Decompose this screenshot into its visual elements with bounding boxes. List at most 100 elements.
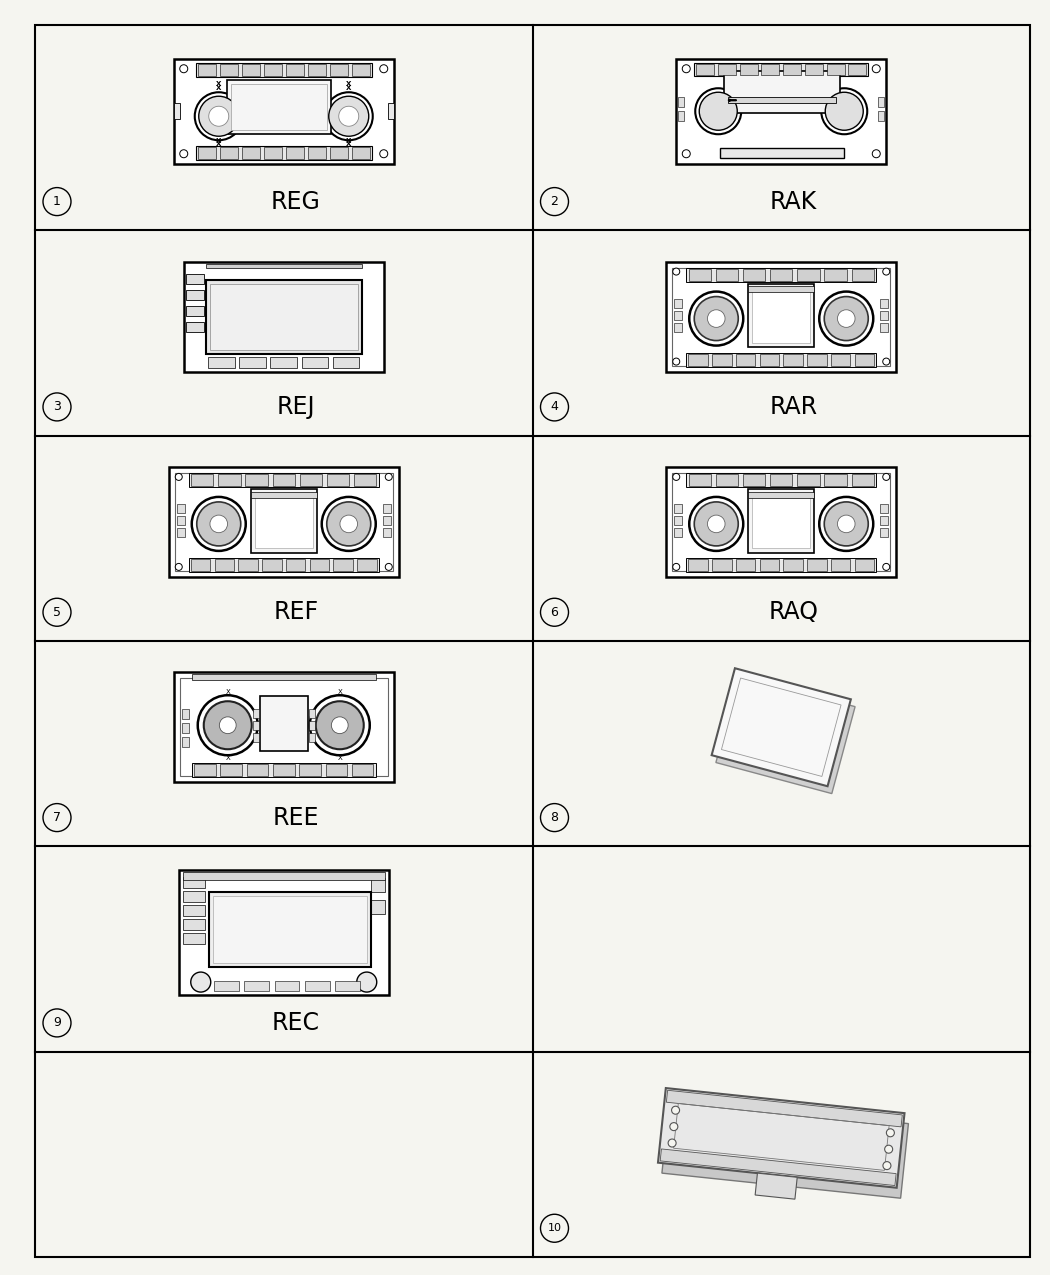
Bar [251,492,317,497]
Bar [218,474,240,486]
Bar [689,353,708,366]
Text: X: X [346,138,352,144]
Bar [712,558,732,571]
Bar [716,474,738,486]
Bar [712,668,851,787]
Bar [182,737,189,747]
Bar [286,558,306,571]
Bar [672,473,890,571]
Text: 9: 9 [54,1016,61,1029]
Bar [724,71,840,113]
Bar [824,474,846,486]
Circle shape [883,268,889,275]
Bar [743,474,765,486]
Bar [176,528,185,537]
Text: 10: 10 [547,1223,562,1233]
Bar [219,64,237,75]
Text: 8: 8 [550,811,559,824]
Bar [309,733,315,742]
Bar [658,1088,904,1188]
Text: REC: REC [272,1011,320,1035]
Bar [687,268,877,282]
Bar [191,474,213,486]
Circle shape [885,1145,892,1153]
Bar [186,321,204,332]
Bar [308,147,326,159]
Bar [667,467,897,576]
Bar [687,353,877,367]
Text: X: X [346,142,352,147]
Circle shape [673,473,679,481]
Text: REF: REF [273,601,318,625]
Bar [878,97,884,107]
Circle shape [340,515,358,533]
Bar [194,764,215,776]
Circle shape [191,972,211,992]
Circle shape [819,292,874,346]
Text: 1: 1 [54,195,61,208]
Bar [173,103,180,120]
Circle shape [682,65,690,73]
Circle shape [197,695,257,755]
Bar [357,558,377,571]
Circle shape [824,502,868,546]
Bar [251,488,317,552]
Bar [309,709,315,718]
Bar [807,353,826,366]
Bar [195,145,372,159]
Circle shape [43,803,71,831]
Bar [301,357,329,367]
Bar [183,877,205,889]
Bar [214,558,234,571]
Circle shape [838,515,855,533]
Bar [176,516,185,525]
Circle shape [883,564,889,570]
Circle shape [357,972,377,992]
Bar [689,269,711,280]
Circle shape [192,497,246,551]
Bar [736,353,755,366]
Circle shape [886,1128,895,1137]
Circle shape [695,88,741,134]
Circle shape [694,297,738,340]
Bar [662,1099,908,1198]
Text: X: X [216,142,222,147]
Bar [352,764,374,776]
Circle shape [180,149,188,158]
Circle shape [175,564,183,570]
Bar [246,474,268,486]
Bar [333,357,359,367]
Bar [667,261,897,371]
Circle shape [310,695,370,755]
Bar [761,64,779,75]
Circle shape [673,358,679,365]
Bar [210,283,358,349]
Text: 3: 3 [54,400,61,413]
Bar [264,147,281,159]
Bar [183,933,205,944]
Circle shape [385,473,393,481]
Circle shape [321,497,376,551]
Bar [783,64,801,75]
Bar [831,558,851,571]
Bar [239,357,266,367]
Bar [716,269,738,280]
Circle shape [327,502,371,546]
Circle shape [708,310,726,328]
Bar [805,64,823,75]
Text: 7: 7 [52,811,61,824]
Bar [687,558,877,572]
Circle shape [689,292,743,346]
Bar [335,980,360,991]
Bar [191,558,210,571]
Bar [192,674,376,681]
Bar [759,558,779,571]
Bar [173,672,394,783]
Circle shape [339,106,359,126]
Bar [326,764,348,776]
Bar [752,493,811,548]
Bar [299,764,321,776]
Bar [852,474,874,486]
Circle shape [541,1214,568,1242]
Bar [245,980,269,991]
